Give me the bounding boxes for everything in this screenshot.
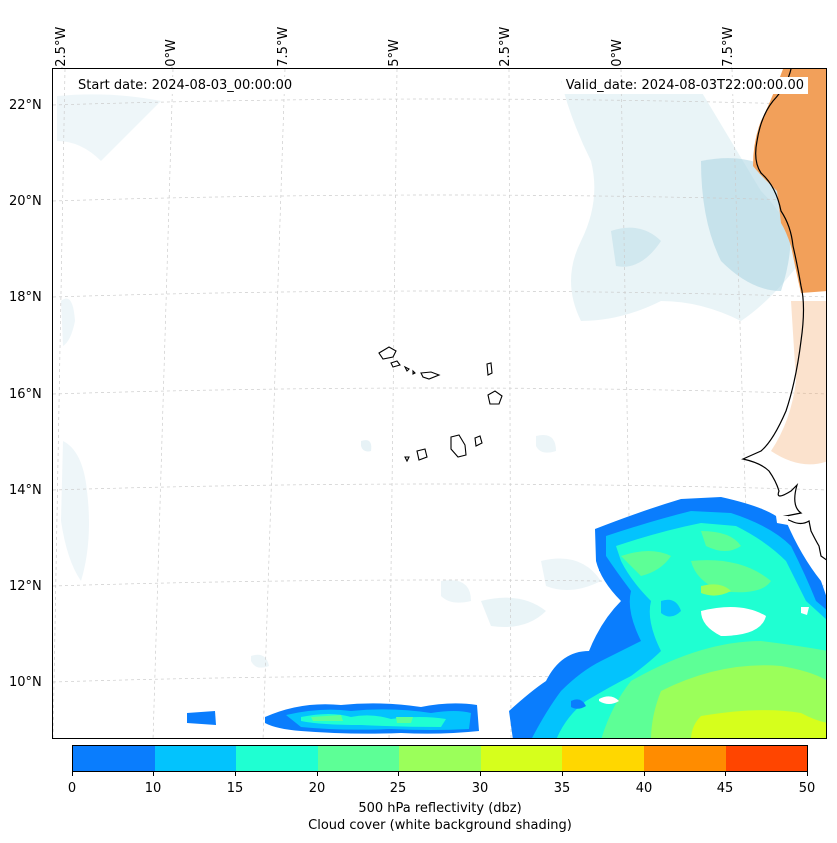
map-panel [52, 68, 827, 739]
lat-label-12n: 12°N [9, 579, 42, 594]
colorbar-tick [644, 772, 645, 776]
reflectivity-colorbar [72, 745, 808, 772]
colorbar-segment-15-20 [236, 746, 318, 771]
colorbar-tick-label: 35 [553, 781, 571, 796]
colorbar-tick [480, 772, 481, 776]
colorbar-subtitle: Cloud cover (white background shading) [308, 818, 572, 833]
colorbar-tick-label: 15 [226, 781, 244, 796]
colorbar-segment-45-50 [725, 746, 808, 771]
african-coastline [741, 69, 826, 561]
colorbar-tick-label: 25 [389, 781, 407, 796]
lat-label-22n: 22°N [9, 98, 42, 113]
colorbar-tick-label: 40 [635, 781, 653, 796]
colorbar-tick-label: 0 [67, 781, 77, 796]
colorbar-segment-10-15 [154, 746, 237, 771]
colorbar-segment-40-45 [643, 746, 726, 771]
colorbar-tick [725, 772, 726, 776]
africa-land-light-shading [771, 301, 826, 465]
colorbar-tick-label: 30 [471, 781, 489, 796]
colorbar-tick-label: 45 [716, 781, 734, 796]
colorbar-tick [235, 772, 236, 776]
colorbar-segment-0-10 [73, 746, 155, 771]
colorbar-tick-label: 20 [308, 781, 326, 796]
africa-land-shading [753, 69, 826, 293]
colorbar-tick [398, 772, 399, 776]
reflectivity-southern-band [187, 703, 479, 734]
colorbar-title: 500 hPa reflectivity (dbz) [358, 801, 522, 816]
colorbar-tick [317, 772, 318, 776]
colorbar-segment-20-25 [317, 746, 400, 771]
colorbar-segment-30-35 [480, 746, 563, 771]
colorbar-tick [562, 772, 563, 776]
lat-label-14n: 14°N [9, 483, 42, 498]
start-date-label: Start date: 2024-08-03_00:00:00 [74, 77, 297, 94]
lat-label-20n: 20°N [9, 194, 42, 209]
cape-verde-islands [378, 346, 503, 463]
cloud-cover-shading [57, 80, 801, 668]
valid-date-label: Valid_date: 2024-08-03T22:00:00.00 [561, 77, 808, 94]
colorbar-segment-25-30 [399, 746, 481, 771]
reflectivity-eastern-complex [509, 497, 826, 738]
map-canvas [53, 69, 826, 738]
colorbar-tick [72, 772, 73, 776]
lat-label-16n: 16°N [9, 387, 42, 402]
colorbar-tick-label: 10 [144, 781, 162, 796]
reflectivity-small-echo [599, 569, 601, 571]
colorbar-tick-label: 50 [798, 781, 816, 796]
colorbar-tick [153, 772, 154, 776]
colorbar-tick [807, 772, 808, 776]
colorbar-segment-35-40 [562, 746, 644, 771]
lat-label-18n: 18°N [9, 290, 42, 305]
lat-label-10n: 10°N [9, 675, 42, 690]
